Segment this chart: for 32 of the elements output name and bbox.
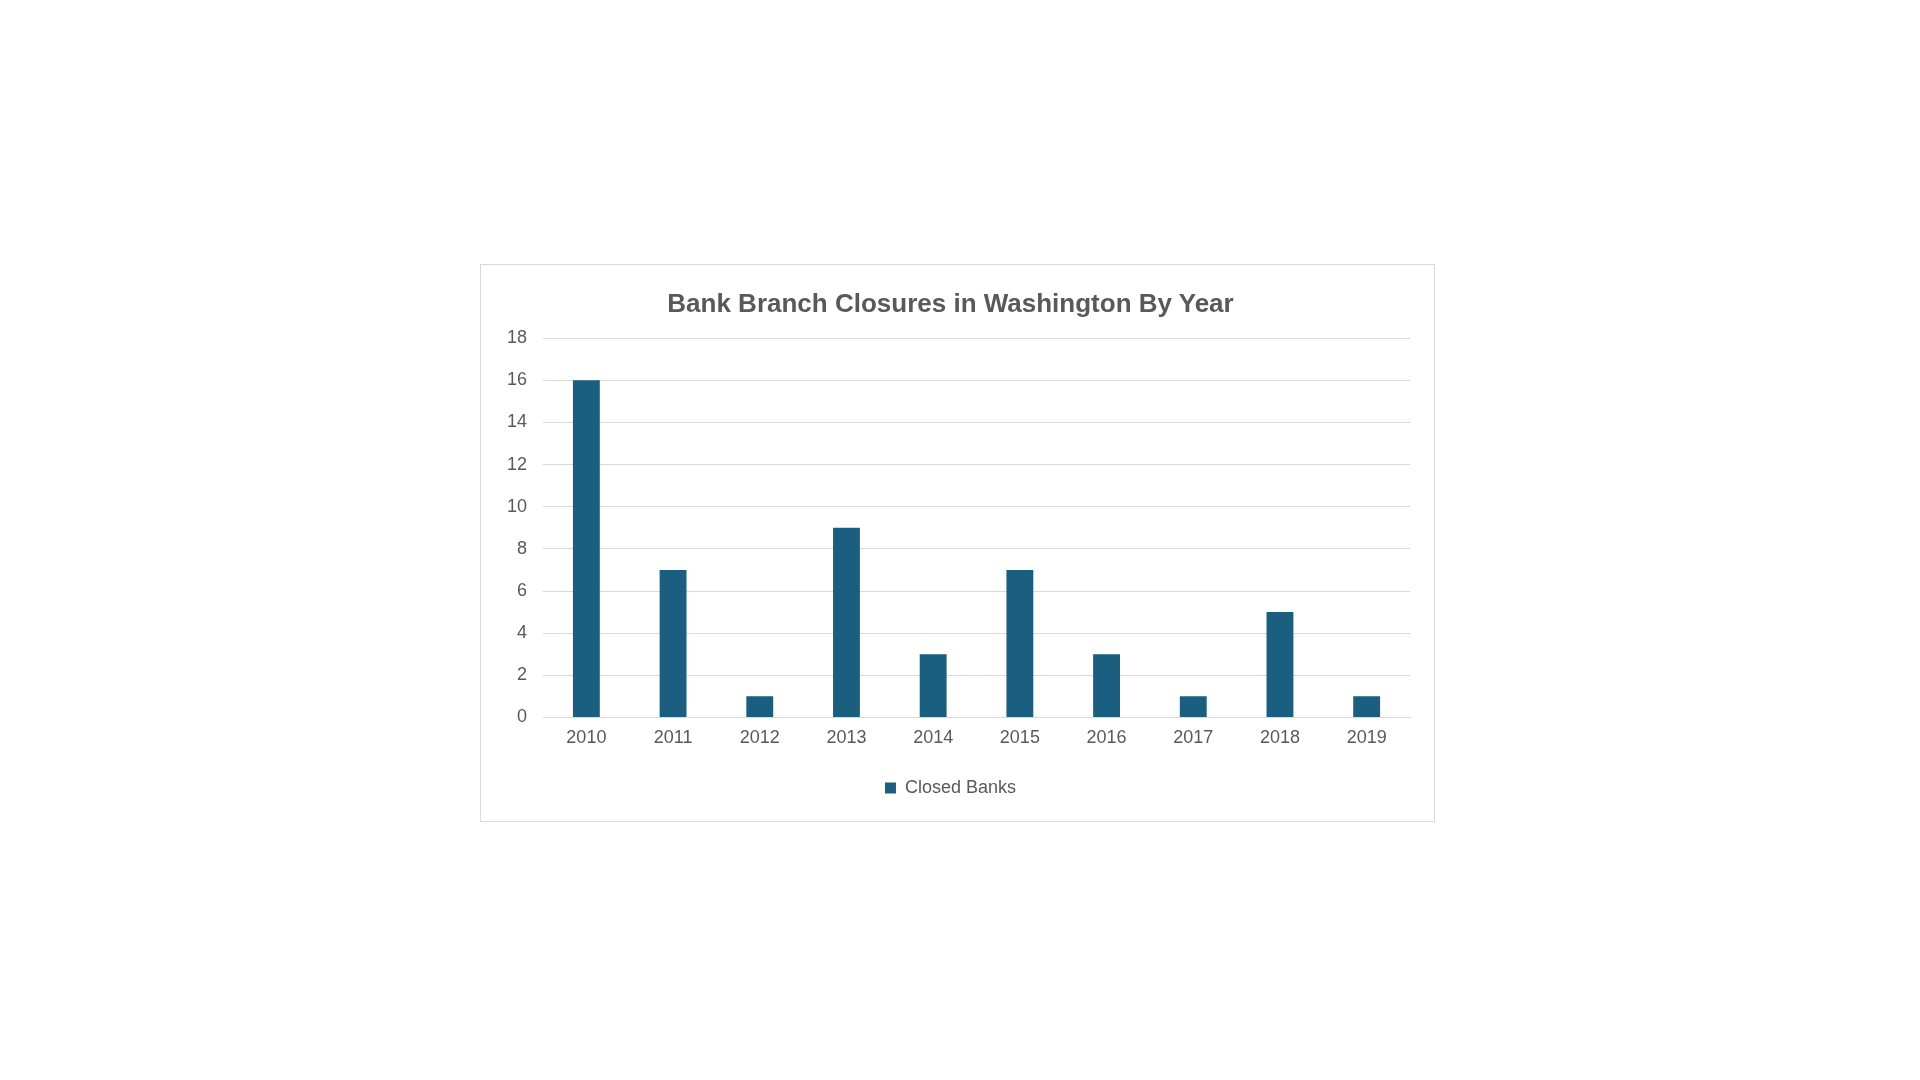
chart-title: Bank Branch Closures in Washington By Year: [667, 287, 1234, 318]
x-tick-label: 2013: [826, 727, 867, 748]
bar: [1266, 612, 1294, 717]
bar: [1093, 654, 1120, 717]
y-tick-label: 16: [506, 369, 528, 390]
x-tick-label: 2018: [1259, 727, 1300, 748]
bar: [572, 380, 600, 717]
x-tick-label: 2016: [1086, 727, 1127, 748]
x-tick-label: 2017: [1173, 727, 1214, 748]
y-tick-label: 0: [517, 706, 528, 727]
y-tick-label: 12: [506, 453, 528, 474]
bar: [1006, 569, 1034, 717]
x-tick-label: 2015: [999, 727, 1040, 748]
x-tick-label: 2010: [566, 727, 607, 748]
y-tick-label: 14: [506, 411, 528, 432]
bar: [746, 696, 774, 717]
x-tick-label: 2011: [653, 727, 693, 748]
bar: [919, 654, 947, 717]
x-tick-label: 2012: [739, 727, 780, 748]
bar: [1353, 696, 1381, 717]
bar: [1179, 696, 1207, 717]
y-tick-label: 6: [517, 579, 528, 600]
y-tick-label: 18: [506, 327, 528, 348]
x-tick-label: 2014: [913, 727, 954, 748]
y-tick-label: 10: [506, 495, 528, 516]
y-tick-label: 8: [517, 537, 528, 558]
y-tick-label: 2: [517, 664, 528, 685]
bar: [659, 569, 687, 717]
x-tick-label: 2019: [1346, 727, 1387, 748]
bar: [833, 527, 860, 717]
y-tick-label: 4: [517, 622, 528, 643]
legend-label: Closed Banks: [904, 776, 1017, 797]
